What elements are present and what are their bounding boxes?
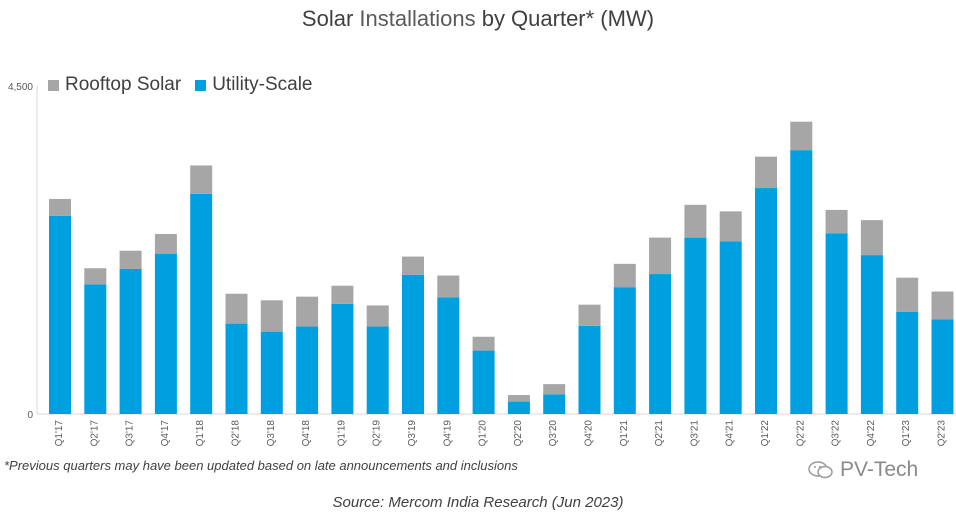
bar-utility-scale <box>119 268 142 414</box>
bar-rooftop-solar <box>825 209 848 234</box>
watermark: PV-Tech <box>808 458 918 482</box>
x-tick-label: Q4'20 <box>584 420 595 447</box>
x-tick-label: Q2'20 <box>513 420 524 447</box>
x-tick-label: Q2'17 <box>89 420 100 447</box>
x-tick-label: Q4'22 <box>866 420 877 447</box>
bar-rooftop-solar <box>366 305 389 327</box>
bar-utility-scale <box>260 331 283 414</box>
bar-utility-scale <box>755 188 777 414</box>
bar-utility-scale <box>296 326 319 414</box>
x-tick-label: Q3'17 <box>125 420 136 447</box>
x-tick-label: Q2'21 <box>654 420 665 447</box>
bar-utility-scale <box>402 274 424 414</box>
x-tick-label: Q3'22 <box>831 420 842 447</box>
x-tick-label: Q2'18 <box>231 420 242 447</box>
bar-rooftop-solar <box>49 198 71 216</box>
footnote: *Previous quarters may have been updated… <box>4 458 518 473</box>
y-tick-label: 0 <box>27 410 33 421</box>
bar-utility-scale <box>366 326 389 414</box>
bar-rooftop-solar <box>225 293 248 324</box>
x-tick-label: Q1'23 <box>901 420 912 447</box>
legend: Rooftop Solar Utility-Scale <box>48 74 327 96</box>
x-tick-label: Q3'20 <box>548 420 559 447</box>
bar-rooftop-solar <box>684 204 707 238</box>
bar-rooftop-solar <box>190 165 213 194</box>
bar-utility-scale <box>507 401 530 414</box>
bar-utility-scale <box>154 253 177 414</box>
x-tick-label: Q2'19 <box>372 420 383 447</box>
bar-utility-scale <box>931 319 954 414</box>
chart-title: Solar Installations by Quarter* (MW) <box>301 6 655 31</box>
x-tick-label: Q1'21 <box>619 420 630 447</box>
bar-rooftop-solar <box>931 291 954 320</box>
bar-rooftop-solar <box>719 211 742 242</box>
bar-utility-scale <box>331 303 354 414</box>
bar-rooftop-solar <box>331 285 354 304</box>
x-tick-label: Q4'21 <box>725 420 736 447</box>
bar-utility-scale <box>649 274 672 414</box>
bar-rooftop-solar <box>790 121 813 151</box>
bar-rooftop-solar <box>154 233 177 254</box>
bar-rooftop-solar <box>437 275 460 298</box>
bar-rooftop-solar <box>472 336 495 351</box>
bar-utility-scale <box>225 323 248 414</box>
source-note: Source: Mercom India Research (Jun 2023) <box>332 494 624 511</box>
x-tick-label: Q1'18 <box>195 420 206 447</box>
legend-label-utility: Utility-Scale <box>212 74 313 95</box>
bar-utility-scale <box>543 394 566 414</box>
x-tick-label: Q2'22 <box>795 420 806 447</box>
bar-rooftop-solar <box>649 237 672 275</box>
watermark-text: PV-Tech <box>840 458 919 481</box>
bar-utility-scale <box>84 284 107 414</box>
legend-label-rooftop: Rooftop Solar <box>65 74 182 95</box>
legend-item-utility: Utility-Scale <box>195 74 313 96</box>
x-tick-label: Q3'21 <box>689 420 700 447</box>
bar-utility-scale <box>860 255 883 414</box>
x-tick-label: Q3'19 <box>407 420 418 447</box>
x-tick-label: Q1'22 <box>760 420 771 447</box>
bar-rooftop-solar <box>543 384 566 395</box>
bar-rooftop-solar <box>296 296 319 327</box>
bar-utility-scale <box>613 287 636 414</box>
bar-utility-scale <box>578 325 601 414</box>
bar-utility-scale <box>896 311 919 414</box>
legend-item-rooftop: Rooftop Solar <box>48 74 181 96</box>
bar-rooftop-solar <box>507 395 530 402</box>
bar-rooftop-solar <box>613 263 636 288</box>
x-tick-label: Q1'17 <box>54 420 65 447</box>
bar-utility-scale <box>49 215 71 414</box>
x-tick-label: Q4'18 <box>301 420 312 447</box>
x-tick-label: Q3'18 <box>266 420 277 447</box>
x-tick-label: Q1'19 <box>336 420 347 447</box>
bar-rooftop-solar <box>119 250 142 269</box>
bar-utility-scale <box>684 237 707 414</box>
bar-rooftop-solar <box>896 277 919 312</box>
bar-rooftop-solar <box>578 304 601 326</box>
bar-rooftop-solar <box>260 300 283 332</box>
bar-rooftop-solar <box>402 256 424 275</box>
bar-rooftop-solar <box>860 220 883 256</box>
legend-swatch-utility <box>195 79 207 91</box>
wechat-icon <box>808 461 833 479</box>
bar-utility-scale <box>719 241 742 414</box>
x-tick-label: Q2'23 <box>937 420 948 447</box>
bar-utility-scale <box>437 297 460 414</box>
y-tick-label: 4,500 <box>8 82 33 93</box>
legend-swatch-rooftop <box>48 79 59 91</box>
x-tick-label: Q1'20 <box>478 420 489 447</box>
bar-rooftop-solar <box>84 268 107 285</box>
bar-utility-scale <box>472 350 495 414</box>
bar-utility-scale <box>825 233 848 414</box>
x-tick-label: Q4'19 <box>442 420 453 447</box>
x-tick-label: Q4'17 <box>160 420 171 447</box>
bar-rooftop-solar <box>755 156 777 189</box>
bar-utility-scale <box>790 150 813 415</box>
bar-utility-scale <box>190 193 213 414</box>
